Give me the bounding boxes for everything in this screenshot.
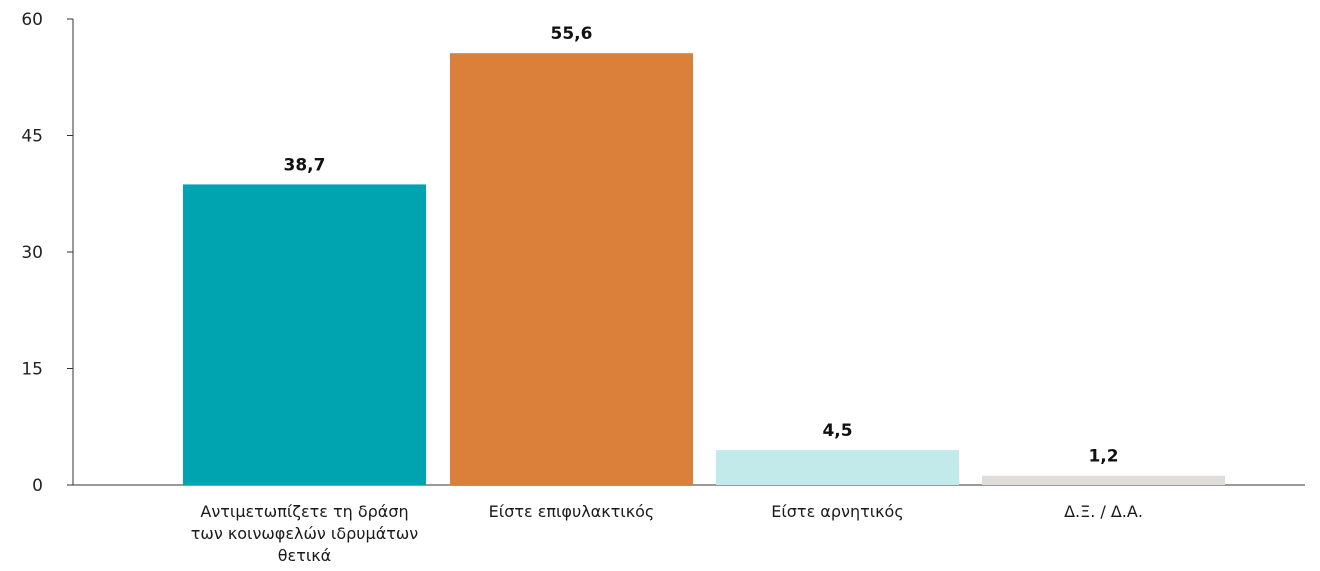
category-label-line: θετικά <box>278 546 331 565</box>
y-axis: 0 15 30 45 60 <box>21 10 74 496</box>
bars <box>183 53 1225 485</box>
bar <box>982 475 1225 485</box>
data-label: 4,5 <box>822 421 852 441</box>
y-tick-label: 60 <box>21 10 43 30</box>
category-label-line: των κοινωφελών ιδρυμάτων <box>191 524 418 543</box>
category-label: Αντιμετωπίζετε τη δράση των κοινωφελών ιδ… <box>191 502 418 565</box>
data-label: 55,6 <box>551 24 593 44</box>
y-tick-label: 45 <box>21 127 43 147</box>
y-tick-label: 0 <box>32 476 43 496</box>
category-label-line: Είστε αρνητικός <box>771 502 903 521</box>
y-tick-label: 30 <box>21 243 43 263</box>
data-labels: 38,7 55,6 4,5 1,2 <box>284 24 1119 467</box>
category-label-line: Δ.Ξ. / Δ.Α. <box>1064 502 1143 521</box>
bar <box>450 53 693 485</box>
category-label-line: Αντιμετωπίζετε τη δράση <box>200 502 408 521</box>
category-labels: Αντιμετωπίζετε τη δράση των κοινωφελών ιδ… <box>191 502 1143 565</box>
data-label: 1,2 <box>1088 447 1118 467</box>
y-tick-label: 15 <box>21 360 43 380</box>
data-label: 38,7 <box>284 155 326 175</box>
bar <box>716 450 959 485</box>
category-label: Είστε επιφυλακτικός <box>489 502 655 521</box>
category-label-line: Είστε επιφυλακτικός <box>489 502 655 521</box>
category-label: Είστε αρνητικός <box>771 502 903 521</box>
category-label: Δ.Ξ. / Δ.Α. <box>1064 502 1143 521</box>
bar <box>183 184 426 485</box>
